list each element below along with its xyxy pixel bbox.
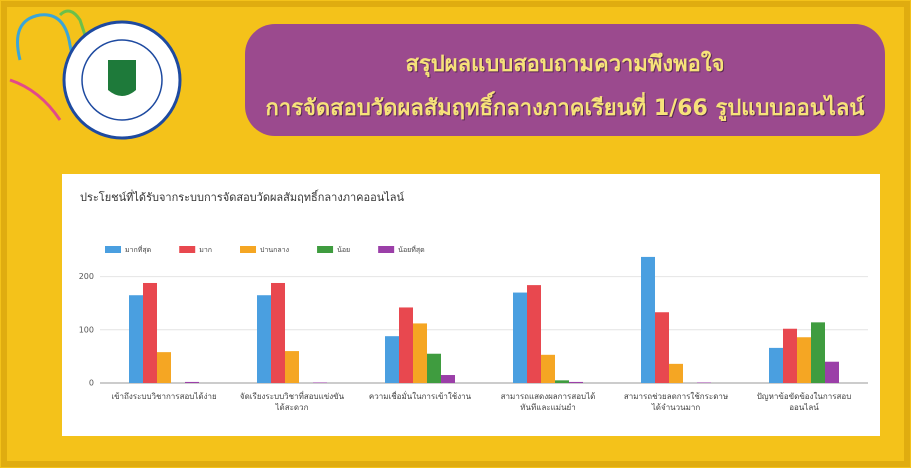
bar [783, 328, 797, 383]
chart-panel [62, 174, 880, 436]
legend-label: น้อย [337, 246, 350, 254]
x-tick-label: ความเชื่อมั่นในการเข้าใช้งาน [368, 392, 472, 401]
chart-title: ประโยชน์ที่ได้รับจากระบบการจัดสอบวัดผลสั… [80, 189, 404, 204]
title-banner [245, 24, 885, 136]
x-tick-label: สามารถช่วยลดการใช้กระดาษได้จำนวนมาก [623, 392, 729, 412]
x-tick-label: จัดเรียงระบบวิชาที่สอบแข่งขันได้สะดวก [239, 392, 345, 412]
bar [669, 363, 683, 383]
bar [427, 353, 441, 383]
legend-label: มาก [199, 246, 212, 254]
bar [527, 285, 541, 383]
y-tick-label: 0 [89, 379, 94, 388]
banner-subtitle: การจัดสอบวัดผลสัมฤทธิ์กลางภาคเรียนที่ 1/… [265, 96, 865, 121]
bar [655, 312, 669, 383]
legend-label: ปานกลาง [260, 246, 289, 254]
bar [271, 282, 285, 383]
legend-swatch [179, 246, 196, 253]
legend-label: น้อยที่สุด [398, 245, 425, 254]
bar [825, 361, 839, 383]
bar [143, 282, 157, 383]
bar [811, 322, 825, 383]
logo-emblem [108, 60, 136, 96]
x-tick-label: สามารถแสดงผลการสอบได้ทันทีและแม่นยำ [500, 392, 596, 412]
bar [541, 354, 555, 383]
bar [157, 352, 171, 383]
paper-clip [9, 78, 62, 121]
bar [697, 382, 711, 383]
bar [413, 323, 427, 383]
legend-swatch [317, 246, 334, 253]
y-tick-label: 200 [79, 272, 94, 281]
bar [257, 295, 271, 383]
x-tick-label: เข้าถึงระบบวิชาการสอบได้ง่าย [111, 392, 217, 401]
bar [555, 380, 569, 383]
paper-clip [58, 9, 97, 66]
bar [399, 307, 413, 383]
bar [185, 381, 199, 383]
legend-swatch [378, 246, 395, 253]
bar [285, 351, 299, 383]
banner-title: สรุปผลแบบสอบถามความพึงพอใจ [405, 52, 725, 77]
bar [441, 375, 455, 383]
bar [313, 382, 327, 383]
bar [769, 347, 783, 383]
bar [129, 295, 143, 383]
paper-clip [16, 13, 82, 96]
bar [513, 292, 527, 383]
legend-swatch [240, 246, 257, 253]
y-tick-label: 100 [79, 325, 94, 334]
bar [641, 256, 655, 383]
bar [569, 381, 583, 383]
bar [385, 336, 399, 383]
bar [797, 337, 811, 383]
legend-label: มากที่สุด [125, 245, 151, 254]
x-tick-label: ปัญหาข้อขัดข้องในการสอบออนไลน์ [756, 392, 852, 412]
legend-swatch [105, 246, 121, 253]
